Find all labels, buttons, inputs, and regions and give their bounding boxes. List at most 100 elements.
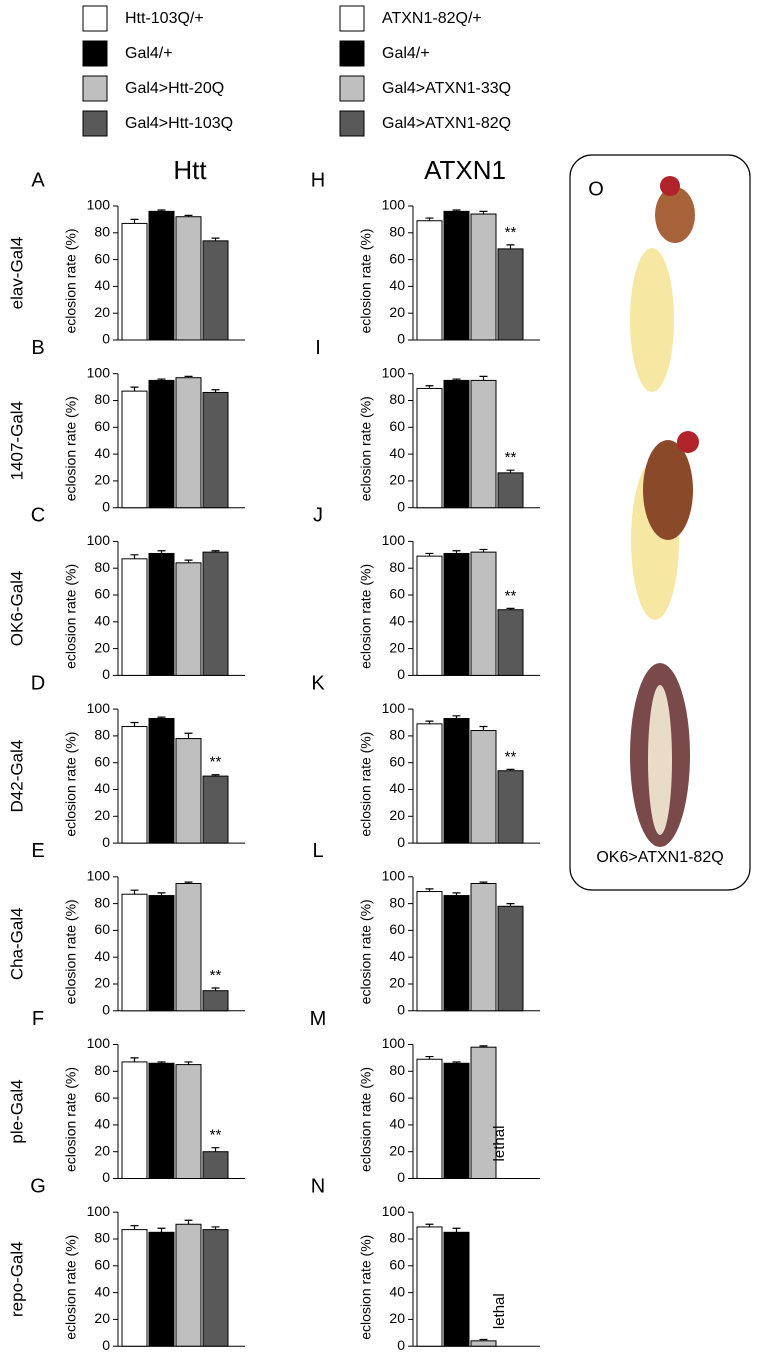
y-tick-label: 80 xyxy=(94,894,110,910)
y-axis-label: eclosion rate (%) xyxy=(63,899,79,1004)
bar xyxy=(470,1340,497,1347)
error-bar xyxy=(479,375,488,381)
error-bar xyxy=(157,716,166,719)
bar xyxy=(416,220,443,341)
column-title: ATXN1 xyxy=(424,155,506,185)
error-bar xyxy=(425,1223,434,1227)
y-tick-label: 20 xyxy=(94,304,110,320)
y-tick-label: 40 xyxy=(389,948,405,964)
bar xyxy=(175,883,202,1012)
y-tick-label: 20 xyxy=(94,807,110,823)
y-tick-label: 100 xyxy=(87,532,111,548)
y-tick-label: 0 xyxy=(397,1337,405,1353)
y-tick-label: 60 xyxy=(94,250,110,266)
error-bar xyxy=(425,1055,434,1060)
y-axis-label: eclosion rate (%) xyxy=(63,564,79,669)
y-tick-label: 60 xyxy=(94,753,110,769)
bar xyxy=(497,248,524,341)
legend-label: Gal4>ATXN1-33Q xyxy=(382,80,511,97)
legend-swatch xyxy=(82,110,108,137)
bar xyxy=(121,390,148,509)
y-tick-label: 20 xyxy=(389,975,405,991)
error-bar xyxy=(130,1225,139,1230)
photo-caption: OK6>ATXN1-82Q xyxy=(596,849,723,866)
y-axis-label: eclosion rate (%) xyxy=(358,228,374,333)
bar xyxy=(202,1229,229,1347)
y-tick-label: 80 xyxy=(94,559,110,575)
y-axis-label: eclosion rate (%) xyxy=(358,899,374,1004)
y-tick-label: 20 xyxy=(389,807,405,823)
y-tick-label: 80 xyxy=(389,1230,405,1246)
bar xyxy=(202,240,229,341)
y-tick-label: 20 xyxy=(389,639,405,655)
bar xyxy=(148,1231,175,1347)
pupa-center xyxy=(648,685,672,835)
photo-panel: O OK6>ATXN1-82Q xyxy=(569,154,751,891)
bar xyxy=(416,555,443,676)
photo-frame xyxy=(569,154,751,891)
row-label: repo-Gal4 xyxy=(7,1241,26,1317)
significance-label: ** xyxy=(505,224,517,241)
legend-label: Gal4/+ xyxy=(382,45,430,62)
y-tick-label: 60 xyxy=(389,921,405,937)
y-tick-label: 80 xyxy=(389,391,405,407)
significance-label: ** xyxy=(210,967,222,984)
bar xyxy=(443,1231,470,1347)
bar xyxy=(497,472,524,509)
error-bar xyxy=(452,1061,461,1064)
annotation: lethal xyxy=(491,1293,508,1329)
y-tick-label: 80 xyxy=(389,894,405,910)
y-tick-label: 100 xyxy=(87,1035,111,1051)
panel-letter: J xyxy=(313,505,323,527)
y-tick-label: 100 xyxy=(87,197,111,213)
y-tick-label: 0 xyxy=(102,1002,110,1018)
bar xyxy=(443,1062,470,1180)
bar xyxy=(202,551,229,676)
pupa-case xyxy=(630,248,674,392)
row-label: 1407-Gal4 xyxy=(7,401,26,480)
error-bar xyxy=(130,386,139,392)
bar xyxy=(416,891,443,1012)
significance-label: ** xyxy=(210,1127,222,1144)
error-bar xyxy=(479,548,488,553)
bar xyxy=(470,379,497,509)
y-tick-label: 20 xyxy=(94,1310,110,1326)
error-bar xyxy=(211,1147,220,1152)
y-tick-label: 40 xyxy=(94,277,110,293)
row-label: ple-Gal4 xyxy=(7,1079,26,1143)
y-tick-label: 20 xyxy=(389,1310,405,1326)
bar xyxy=(443,895,470,1012)
y-tick-label: 100 xyxy=(382,532,406,548)
error-bar xyxy=(130,889,139,895)
bar xyxy=(121,726,148,844)
bar xyxy=(175,738,202,844)
y-tick-label: 60 xyxy=(389,250,405,266)
panel-letter: K xyxy=(311,672,325,694)
error-bar xyxy=(479,1338,488,1341)
bar xyxy=(470,730,497,844)
legend-swatch xyxy=(339,40,365,67)
bar xyxy=(416,723,443,844)
panel-letter: B xyxy=(31,337,44,359)
y-tick-label: 40 xyxy=(94,445,110,461)
legend-label: Htt-103Q/+ xyxy=(125,10,204,27)
panel-letter: I xyxy=(315,337,321,359)
y-tick-label: 60 xyxy=(389,753,405,769)
error-bar xyxy=(184,1219,193,1225)
bar xyxy=(470,1046,497,1180)
error-bar xyxy=(452,209,461,212)
y-tick-label: 80 xyxy=(389,1062,405,1078)
y-tick-label: 0 xyxy=(102,834,110,850)
y-tick-label: 100 xyxy=(382,700,406,716)
y-tick-label: 20 xyxy=(94,472,110,488)
y-tick-label: 80 xyxy=(94,1062,110,1078)
y-tick-label: 40 xyxy=(389,613,405,629)
y-tick-label: 40 xyxy=(94,780,110,796)
y-axis-label: eclosion rate (%) xyxy=(358,732,374,837)
error-bar xyxy=(452,1227,461,1233)
panel-letter: G xyxy=(30,1175,46,1197)
error-bar xyxy=(157,378,166,381)
error-bar xyxy=(506,244,515,249)
y-tick-label: 80 xyxy=(94,1230,110,1246)
bar xyxy=(443,379,470,509)
